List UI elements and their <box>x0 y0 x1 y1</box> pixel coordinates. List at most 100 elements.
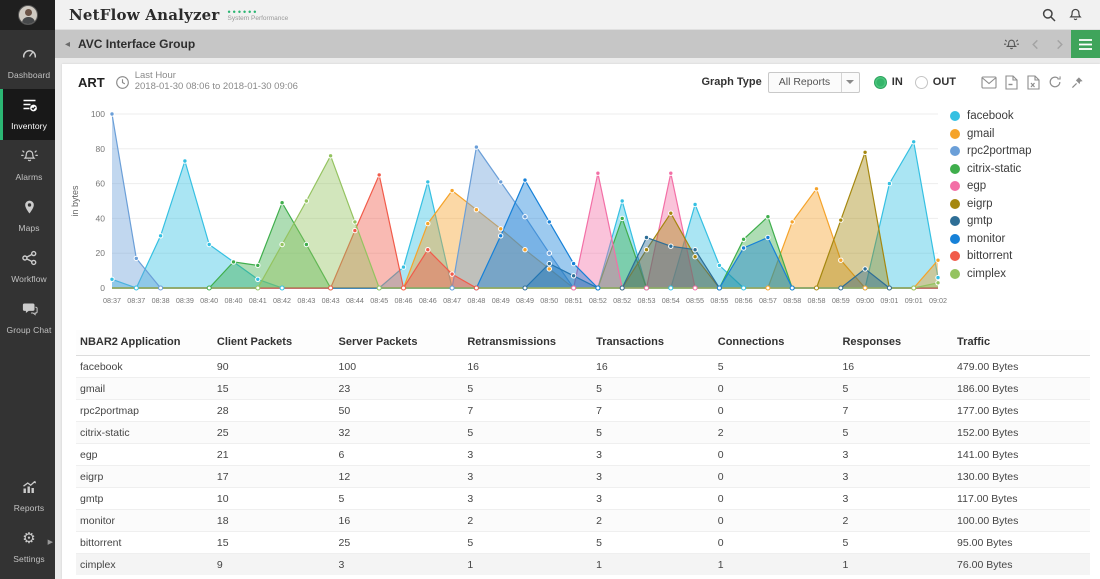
svg-text:08:37: 08:37 <box>127 296 145 305</box>
table-cell: bittorrent <box>76 531 213 554</box>
table-cell: 152.00 Bytes <box>953 421 1090 444</box>
sidebar-item-workflow[interactable]: Workflow <box>0 242 55 293</box>
graph-type-select[interactable]: All Reports <box>767 71 860 93</box>
table-cell: 2 <box>463 509 593 532</box>
column-header[interactable]: Retransmissions <box>463 330 593 356</box>
table-cell: 186.00 Bytes <box>953 377 1090 400</box>
svg-text:08:51: 08:51 <box>565 296 583 305</box>
alarm-notify-icon[interactable] <box>999 30 1023 58</box>
column-header[interactable]: Transactions <box>592 330 714 356</box>
column-header[interactable]: Connections <box>713 330 839 356</box>
legend-item-cimplex[interactable]: cimplex <box>950 268 1098 280</box>
bell-icon[interactable] <box>1062 2 1088 28</box>
table-row-egp[interactable]: egp 21 6 3 3 0 3 141.00 Bytes <box>76 443 1090 466</box>
back-arrow-icon[interactable]: ◂ <box>65 38 71 50</box>
table-cell: 12 <box>334 465 464 488</box>
table-cell: 1 <box>463 553 593 575</box>
svg-text:09:01: 09:01 <box>880 296 898 305</box>
table-cell: 76.00 Bytes <box>953 553 1090 575</box>
legend-label: rpc2portmap <box>967 145 1032 157</box>
column-header[interactable]: Traffic <box>953 330 1090 356</box>
column-header[interactable]: Server Packets <box>334 330 464 356</box>
legend-label: eigrp <box>967 197 993 210</box>
svg-text:09:02: 09:02 <box>929 296 947 305</box>
table-cell: 3 <box>463 443 593 466</box>
search-icon[interactable] <box>1036 2 1062 28</box>
sidebar-item-dashboard[interactable]: Dashboard <box>0 38 55 89</box>
legend-color-dot <box>950 233 960 244</box>
svg-text:08:49: 08:49 <box>492 296 510 305</box>
table-cell: 100.00 Bytes <box>953 509 1090 532</box>
sidebar-item-group-chat[interactable]: Group Chat <box>0 293 55 344</box>
legend-item-gmail[interactable]: gmail <box>950 128 1098 140</box>
svg-text:08:45: 08:45 <box>370 296 388 305</box>
graph-type-label: Graph Type <box>701 76 762 88</box>
sidebar-item-alarms[interactable]: Alarms <box>0 140 55 191</box>
legend-item-facebook[interactable]: facebook <box>950 110 1098 122</box>
legend-item-rpc2portmap[interactable]: rpc2portmap <box>950 145 1098 157</box>
legend-item-gmtp[interactable]: gmtp <box>950 215 1098 227</box>
breadcrumb: AVC Interface Group <box>78 37 196 51</box>
table-cell: 1 <box>713 553 839 575</box>
legend-item-bittorrent[interactable]: bittorrent <box>950 250 1098 262</box>
sidebar-item-reports[interactable]: Reports <box>0 471 55 522</box>
svg-text:08:46: 08:46 <box>395 296 413 305</box>
table-cell: 9 <box>212 553 335 575</box>
radio-in[interactable] <box>873 75 887 89</box>
svg-text:80: 80 <box>96 144 106 154</box>
legend-item-egp[interactable]: egp <box>950 180 1098 192</box>
chevron-left-icon[interactable] <box>1023 30 1047 58</box>
table-cell: 5 <box>838 531 954 554</box>
table-row-cimplex[interactable]: cimplex 9 3 1 1 1 1 76.00 Bytes <box>76 553 1090 575</box>
table-cell: 7 <box>463 399 593 422</box>
svg-text:08:44: 08:44 <box>346 296 364 305</box>
table-row-gmtp[interactable]: gmtp 10 5 3 3 0 3 117.00 Bytes <box>76 487 1090 510</box>
table-cell: 3 <box>838 443 954 466</box>
column-header[interactable]: Responses <box>838 330 954 356</box>
table-row-facebook[interactable]: facebook 90 100 16 16 5 16 479.00 Bytes <box>76 355 1090 378</box>
time-range: 2018-01-30 08:06 to 2018-01-30 09:06 <box>134 81 298 92</box>
sidebar-item-label: Group Chat <box>6 325 52 335</box>
table-row-gmail[interactable]: gmail 15 23 5 5 0 5 186.00 Bytes <box>76 377 1090 400</box>
radio-out[interactable] <box>914 75 928 89</box>
table-cell: 3 <box>592 443 714 466</box>
table-cell: egp <box>76 443 213 466</box>
table-cell: 479.00 Bytes <box>953 355 1090 378</box>
table-cell: monitor <box>76 509 213 532</box>
table-row-bittorrent[interactable]: bittorrent 15 25 5 5 0 5 95.00 Bytes <box>76 531 1090 554</box>
column-header[interactable]: NBAR2 Application <box>76 330 213 356</box>
email-icon[interactable] <box>978 71 1000 93</box>
pin-icon[interactable] <box>1066 71 1088 93</box>
table-cell: 0 <box>713 509 839 532</box>
svg-text:08:55: 08:55 <box>686 296 704 305</box>
svg-text:08:37: 08:37 <box>103 296 121 305</box>
sidebar-item-settings[interactable]: ⚙ Settings ▶ <box>0 522 55 573</box>
legend-item-monitor[interactable]: monitor <box>950 233 1098 245</box>
svg-text:0: 0 <box>100 283 105 293</box>
panel-title: ART <box>78 74 105 90</box>
table-row-eigrp[interactable]: eigrp 17 12 3 3 0 3 130.00 Bytes <box>76 465 1090 488</box>
legend-label: facebook <box>967 110 1014 122</box>
table-cell: 2 <box>713 421 839 444</box>
table-row-rpc2portmap[interactable]: rpc2portmap 28 50 7 7 0 7 177.00 Bytes <box>76 399 1090 422</box>
table-cell: 15 <box>212 377 335 400</box>
chevron-right-icon[interactable] <box>1047 30 1071 58</box>
legend-item-eigrp[interactable]: eigrp <box>950 198 1098 210</box>
pdf-icon[interactable] <box>1000 71 1022 93</box>
column-header[interactable]: Client Packets <box>212 330 335 356</box>
user-avatar[interactable] <box>0 0 55 30</box>
table-cell: 0 <box>713 443 839 466</box>
table-cell: 5 <box>838 377 954 400</box>
menu-icon[interactable] <box>1071 30 1100 58</box>
legend-color-dot <box>950 128 960 139</box>
excel-icon[interactable] <box>1022 71 1044 93</box>
sidebar-item-maps[interactable]: Maps <box>0 191 55 242</box>
legend-label: cimplex <box>967 267 1006 280</box>
table-row-citrix-static[interactable]: citrix-static 25 32 5 5 2 5 152.00 Bytes <box>76 421 1090 444</box>
table-row-monitor[interactable]: monitor 18 16 2 2 0 2 100.00 Bytes <box>76 509 1090 532</box>
legend-label: citrix-static <box>967 162 1022 175</box>
legend-item-citrix-static[interactable]: citrix-static <box>950 163 1098 175</box>
reports-icon <box>3 478 55 496</box>
refresh-icon[interactable] <box>1044 71 1066 93</box>
sidebar-item-inventory[interactable]: Inventory <box>0 89 55 140</box>
